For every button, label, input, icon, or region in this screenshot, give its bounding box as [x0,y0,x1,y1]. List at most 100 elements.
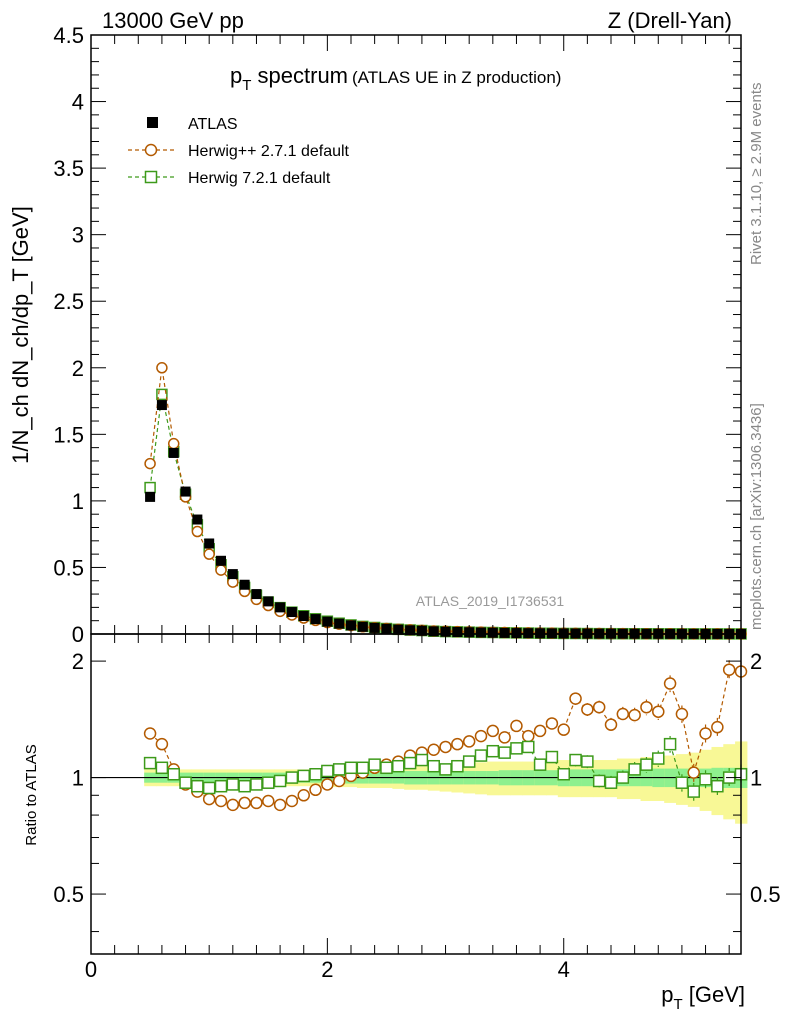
ratio-point-herwig7 [285,771,299,784]
main-point-atlas [263,596,274,607]
main-panel: ATLAS_2019_I1736531 0 0.5 1 1.5 2 2.5 3 3.5 4 4.5… [8,23,747,647]
ratio-point-herwig7 [462,755,476,768]
ratio-point-herwigpp [557,723,570,736]
main-point-herwigpp [203,548,215,560]
ratio-point-herwigpp [616,707,630,721]
ratio-point-herwigpp [522,729,535,743]
ratio-point-herwigpp [332,774,346,788]
main-point-atlas [168,447,179,458]
ratio-point-herwigpp [687,766,700,779]
main-point-atlas [523,628,534,639]
ratio-point-herwigpp [226,798,240,812]
ratio-point-herwig7 [191,779,204,793]
ratio-point-herwig7 [592,774,606,788]
ratio-point-herwig7 [522,740,535,754]
ratio-point-herwigpp [711,720,724,734]
energy-label: 13000 GeV pp [102,8,244,33]
ratio-tick-label-right: 0.5 [750,882,781,907]
main-point-atlas [239,579,250,590]
ratio-point-herwig7 [711,779,724,793]
ratio-point-herwigpp [273,798,287,812]
main-point-atlas [275,602,286,613]
main-point-atlas [251,589,262,600]
ratio-point-herwigpp [581,703,594,716]
ratio-point-herwig7 [250,778,263,791]
legend-herwig7-label: Herwig 7.2.1 default [188,170,331,187]
ratio-point-herwig7 [297,769,310,783]
ratio-point-herwigpp [533,724,547,738]
main-point-herwigpp [215,564,227,576]
main-point-herwigpp [156,362,168,374]
ratio-point-herwigpp [427,743,440,757]
main-point-atlas [227,569,238,580]
ratio-point-herwig7 [451,759,464,773]
ratio-point-herwig7 [155,761,169,775]
process-label: Z (Drell-Yan) [608,8,732,33]
x-axis-label: pT [GeV] [661,982,745,1013]
ratio-point-herwigpp [451,737,464,751]
ratio-point-herwigpp [297,789,310,802]
ratio-point-herwigpp [510,719,523,733]
ratio-point-herwig7 [321,764,334,778]
ratio-tick-layer: 0 2 4 0.5 0.5 1 1 2 2 [53,634,781,982]
main-point-atlas [357,621,368,632]
y-tick-label: 1.5 [53,422,84,447]
ratio-point-herwigpp [592,700,606,714]
ratio-point-herwig7 [356,761,370,775]
ratio-point-herwig7 [226,778,240,791]
main-point-atlas [452,627,463,638]
main-point-herwigpp [167,437,180,450]
ratio-point-herwigpp [143,727,157,740]
ratio-point-herwigpp [486,724,500,738]
ratio-point-herwig7 [167,768,180,781]
ratio-point-herwig7 [675,776,689,789]
ratio-point-herwigpp [652,705,665,718]
x-tick-label: 0 [85,957,97,982]
ratio-tick-label-left: 2 [72,649,84,674]
ratio-point-herwig7 [332,763,346,776]
ratio-y-axis-label: Ratio to ATLAS [23,744,40,845]
main-point-atlas [156,400,167,411]
ratio-point-herwigpp [462,735,476,748]
main-tick-layer: 0 0.5 1 1.5 2 2.5 3 3.5 4 4.5 [53,23,741,647]
ratio-point-herwigpp [663,677,677,690]
ratio-point-herwigpp [155,737,169,751]
y-tick-label: 3 [72,223,84,248]
ratio-tick-label-left: 1 [72,766,84,791]
ratio-point-herwigpp [439,740,452,754]
ratio-point-herwigpp [474,729,488,743]
ratio-point-herwigpp [722,663,736,676]
ratio-point-herwig7 [309,768,322,781]
ratio-point-herwig7 [533,758,547,771]
legend-atlas-marker [147,117,158,128]
ratio-point-herwigpp [675,707,689,721]
legend-herwigpp-label: Herwig++ 2.7.1 default [188,143,350,160]
main-point-herwigpp [144,457,156,470]
ratio-point-herwigpp [250,796,263,810]
y-tick-label: 0 [72,622,84,647]
y-tick-label: 2.5 [53,289,84,314]
ratio-point-herwig7 [628,763,641,776]
ratio-point-herwig7 [498,746,511,759]
ratio-point-herwig7 [179,776,192,789]
rivet-label: Rivet 3.1.10, ≥ 2.9M events [748,83,765,266]
main-point-atlas [310,614,321,625]
ratio-point-herwig7 [439,763,452,776]
ratio-point-herwigpp [628,708,641,722]
y-tick-label: 4.5 [53,23,84,48]
main-point-atlas [216,555,226,566]
ratio-tick-label-right: 1 [750,766,762,791]
x-tick-label: 2 [321,957,333,982]
ratio-point-herwig7 [652,752,665,765]
main-point-atlas [334,618,345,629]
ratio-point-herwig7 [640,758,653,771]
ratio-point-herwig7 [474,749,488,762]
ratio-point-herwig7 [415,753,429,767]
main-point-herwig7 [144,481,156,494]
ratio-point-herwig7 [368,758,381,771]
main-point-atlas [405,625,416,636]
ratio-point-herwig7 [238,779,251,793]
ratio-point-herwigpp [262,794,275,808]
mcplots-label: mcplots.cern.ch [arXiv:1306.3436] [748,403,765,630]
legend-atlas-label: ATLAS [188,116,238,133]
